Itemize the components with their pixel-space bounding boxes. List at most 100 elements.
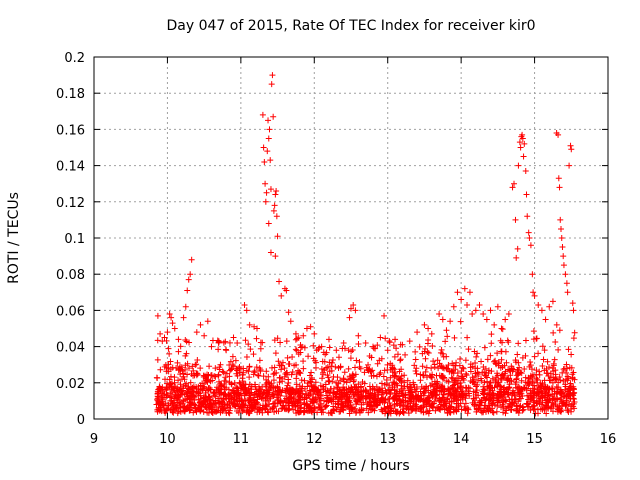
data-point (220, 339, 227, 346)
data-point (310, 391, 317, 398)
data-point (536, 385, 543, 392)
data-point (556, 184, 563, 191)
data-point (265, 373, 272, 380)
data-point (563, 280, 570, 287)
data-point (182, 303, 189, 310)
data-point (519, 131, 526, 138)
data-point (192, 361, 199, 368)
data-point (558, 388, 565, 395)
data-point (233, 408, 240, 415)
data-point (344, 402, 351, 409)
y-tick-label: 0.06 (56, 304, 85, 319)
data-point (439, 374, 446, 381)
data-point (560, 393, 567, 400)
data-point (369, 406, 376, 413)
data-point (504, 391, 511, 398)
data-point (320, 386, 327, 393)
data-point (285, 309, 292, 316)
data-point (209, 377, 216, 384)
data-point (434, 357, 441, 364)
data-point (306, 387, 313, 394)
data-point (251, 367, 258, 374)
data-point (365, 409, 372, 416)
data-point (350, 377, 357, 384)
data-point (246, 374, 253, 381)
data-point (223, 370, 230, 377)
data-point (264, 148, 271, 155)
data-point (450, 362, 457, 369)
data-point (381, 312, 388, 319)
data-point (274, 383, 281, 390)
data-point (566, 162, 573, 169)
data-point (525, 229, 532, 236)
data-point (472, 359, 479, 366)
data-point (271, 337, 278, 344)
data-point (357, 365, 364, 372)
data-point (564, 391, 571, 398)
data-point (563, 392, 570, 399)
data-point (519, 404, 526, 411)
data-point (324, 394, 331, 401)
data-point (217, 407, 224, 414)
data-point (221, 391, 228, 398)
data-point (472, 365, 479, 372)
data-point (183, 350, 190, 357)
data-point (464, 334, 471, 341)
data-point (174, 394, 181, 401)
data-point (334, 398, 341, 405)
data-point (297, 349, 304, 356)
data-point (421, 321, 428, 328)
data-point (377, 369, 384, 376)
data-point (383, 390, 390, 397)
data-point (301, 409, 308, 416)
data-point (556, 374, 563, 381)
data-point (419, 363, 426, 370)
data-point (562, 386, 569, 393)
data-point (419, 350, 426, 357)
data-point (259, 409, 266, 416)
data-point (470, 395, 477, 402)
data-point (393, 410, 400, 417)
data-point (262, 198, 269, 205)
data-point (284, 354, 291, 361)
data-point (366, 352, 373, 359)
data-point (531, 389, 538, 396)
data-point (484, 356, 491, 363)
data-point (429, 381, 436, 388)
data-point (441, 398, 448, 405)
data-point (295, 367, 302, 374)
data-point (499, 371, 506, 378)
data-point (237, 380, 244, 387)
data-point (555, 346, 562, 353)
data-point (324, 387, 331, 394)
data-point (285, 406, 292, 413)
data-point (258, 395, 265, 402)
data-point (267, 249, 274, 256)
data-point (398, 382, 405, 389)
data-point (190, 409, 197, 416)
data-point (332, 363, 339, 370)
data-point (232, 357, 239, 364)
data-point (526, 403, 533, 410)
data-point (498, 404, 505, 411)
data-point (430, 358, 437, 365)
data-point (473, 383, 480, 390)
data-point (202, 378, 209, 385)
data-point (169, 400, 176, 407)
data-point (444, 333, 451, 340)
data-point (270, 371, 277, 378)
data-point (530, 372, 537, 379)
data-point (522, 168, 529, 175)
data-point (478, 397, 485, 404)
data-point (539, 399, 546, 406)
data-point (316, 404, 323, 411)
x-axis-title: GPS time / hours (292, 458, 409, 474)
data-point (159, 396, 166, 403)
data-point (471, 402, 478, 409)
data-point (431, 398, 438, 405)
data-point (441, 403, 448, 410)
data-point (204, 409, 211, 416)
data-point (358, 388, 365, 395)
data-point (529, 378, 536, 385)
data-point (329, 378, 336, 385)
